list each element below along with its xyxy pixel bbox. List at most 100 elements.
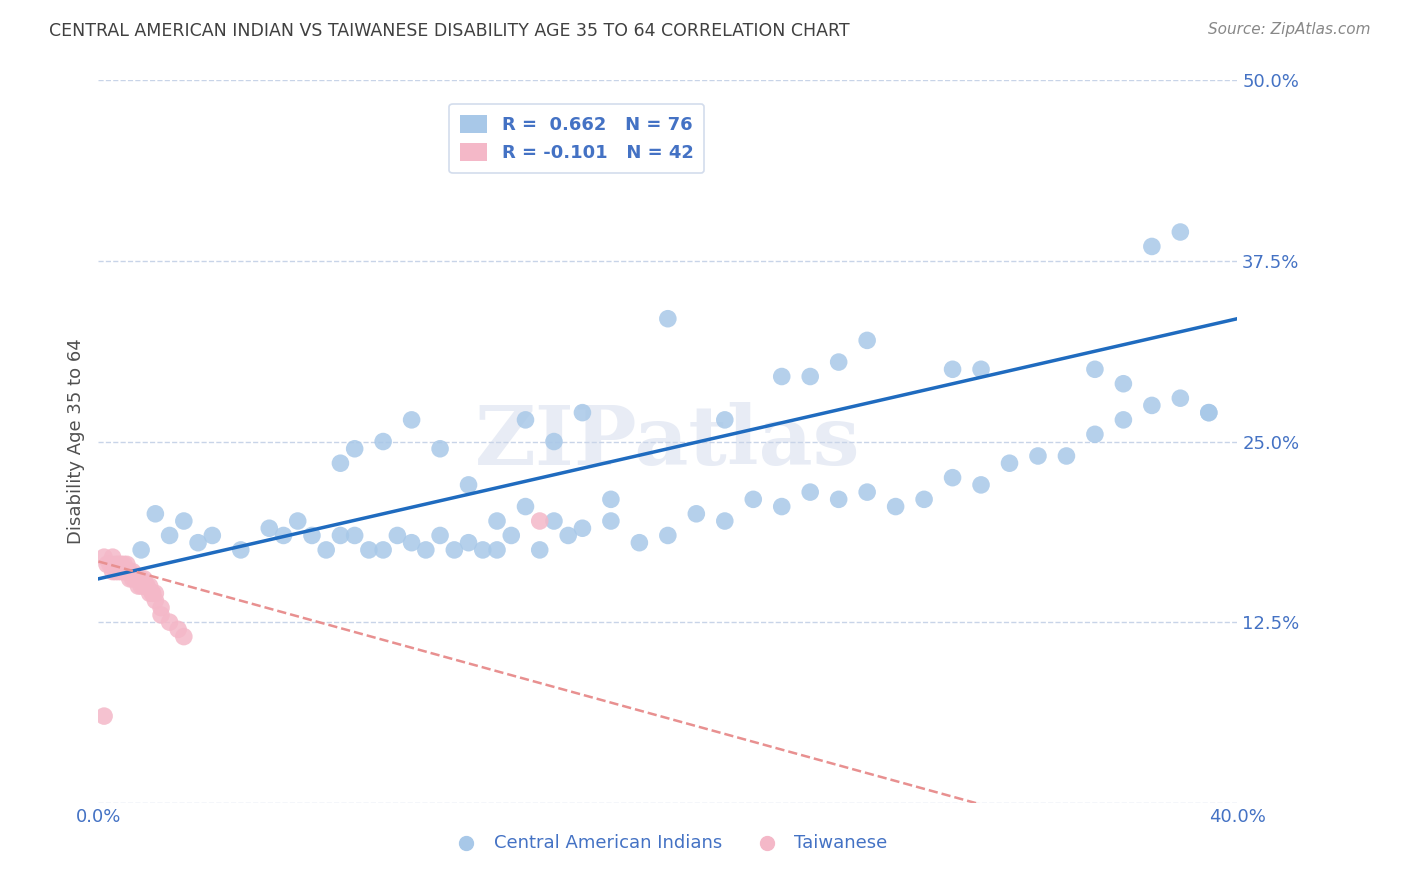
Text: Source: ZipAtlas.com: Source: ZipAtlas.com [1208,22,1371,37]
Point [373,434,395,449]
Point [401,413,423,427]
Point [1112,376,1135,391]
Point [884,500,907,514]
Point [600,514,623,528]
Point [856,334,879,348]
Point [828,492,851,507]
Point [301,528,323,542]
Point [1170,225,1192,239]
Point [529,514,551,528]
Point [107,558,129,572]
Point [159,528,181,542]
Point [770,369,793,384]
Point [112,565,135,579]
Point [387,528,409,542]
Text: CENTRAL AMERICAN INDIAN VS TAIWANESE DISABILITY AGE 35 TO 64 CORRELATION CHART: CENTRAL AMERICAN INDIAN VS TAIWANESE DIS… [49,22,849,40]
Point [1198,406,1220,420]
Point [998,456,1021,470]
Point [129,572,152,586]
Point [1140,398,1163,412]
Point [628,535,651,549]
Point [329,456,352,470]
Point [856,485,879,500]
Point [129,542,152,557]
Point [118,572,141,586]
Point [115,565,138,579]
Point [742,492,765,507]
Point [1056,449,1078,463]
Point [942,362,965,376]
Point [501,528,523,542]
Point [657,311,679,326]
Point [1198,406,1220,420]
Point [96,558,118,572]
Point [457,535,479,549]
Point [141,586,163,600]
Point [187,535,209,549]
Point [98,558,121,572]
Point [259,521,281,535]
Point [287,514,309,528]
Point [121,565,143,579]
Point [124,572,146,586]
Point [127,572,149,586]
Point [515,413,537,427]
Point [121,572,143,586]
Point [1140,239,1163,253]
Point [529,542,551,557]
Point [600,492,623,507]
Point [1084,427,1107,442]
Point [93,709,115,723]
Point [138,586,160,600]
Point [129,579,152,593]
Point [457,478,479,492]
Point [150,607,173,622]
Point [101,565,124,579]
Point [135,579,157,593]
Point [685,507,707,521]
Point [1170,391,1192,405]
Point [201,528,224,542]
Point [343,528,366,542]
Point [401,535,423,549]
Point [543,514,565,528]
Point [343,442,366,456]
Point [970,478,993,492]
Point [1026,449,1049,463]
Point [159,615,181,630]
Point [173,630,195,644]
Point [118,565,141,579]
Point [486,542,509,557]
Point [471,542,494,557]
Point [273,528,295,542]
Point [486,514,509,528]
Point [970,362,993,376]
Point [115,558,138,572]
Point [571,406,593,420]
Point [373,542,395,557]
Point [443,542,465,557]
Point [132,572,155,586]
Legend: Central American Indians, Taiwanese: Central American Indians, Taiwanese [441,826,894,859]
Point [912,492,935,507]
Point [714,514,737,528]
Point [315,542,337,557]
Point [770,500,793,514]
Point [141,586,163,600]
Point [799,485,821,500]
Point [828,355,851,369]
Point [93,550,115,565]
Point [1084,362,1107,376]
Y-axis label: Disability Age 35 to 64: Disability Age 35 to 64 [66,339,84,544]
Point [415,542,437,557]
Point [145,593,167,607]
Point [557,528,579,542]
Point [132,579,155,593]
Point [429,528,451,542]
Point [135,579,157,593]
Point [145,586,167,600]
Point [1112,413,1135,427]
Point [107,565,129,579]
Point [229,542,252,557]
Text: ZIPatlas: ZIPatlas [475,401,860,482]
